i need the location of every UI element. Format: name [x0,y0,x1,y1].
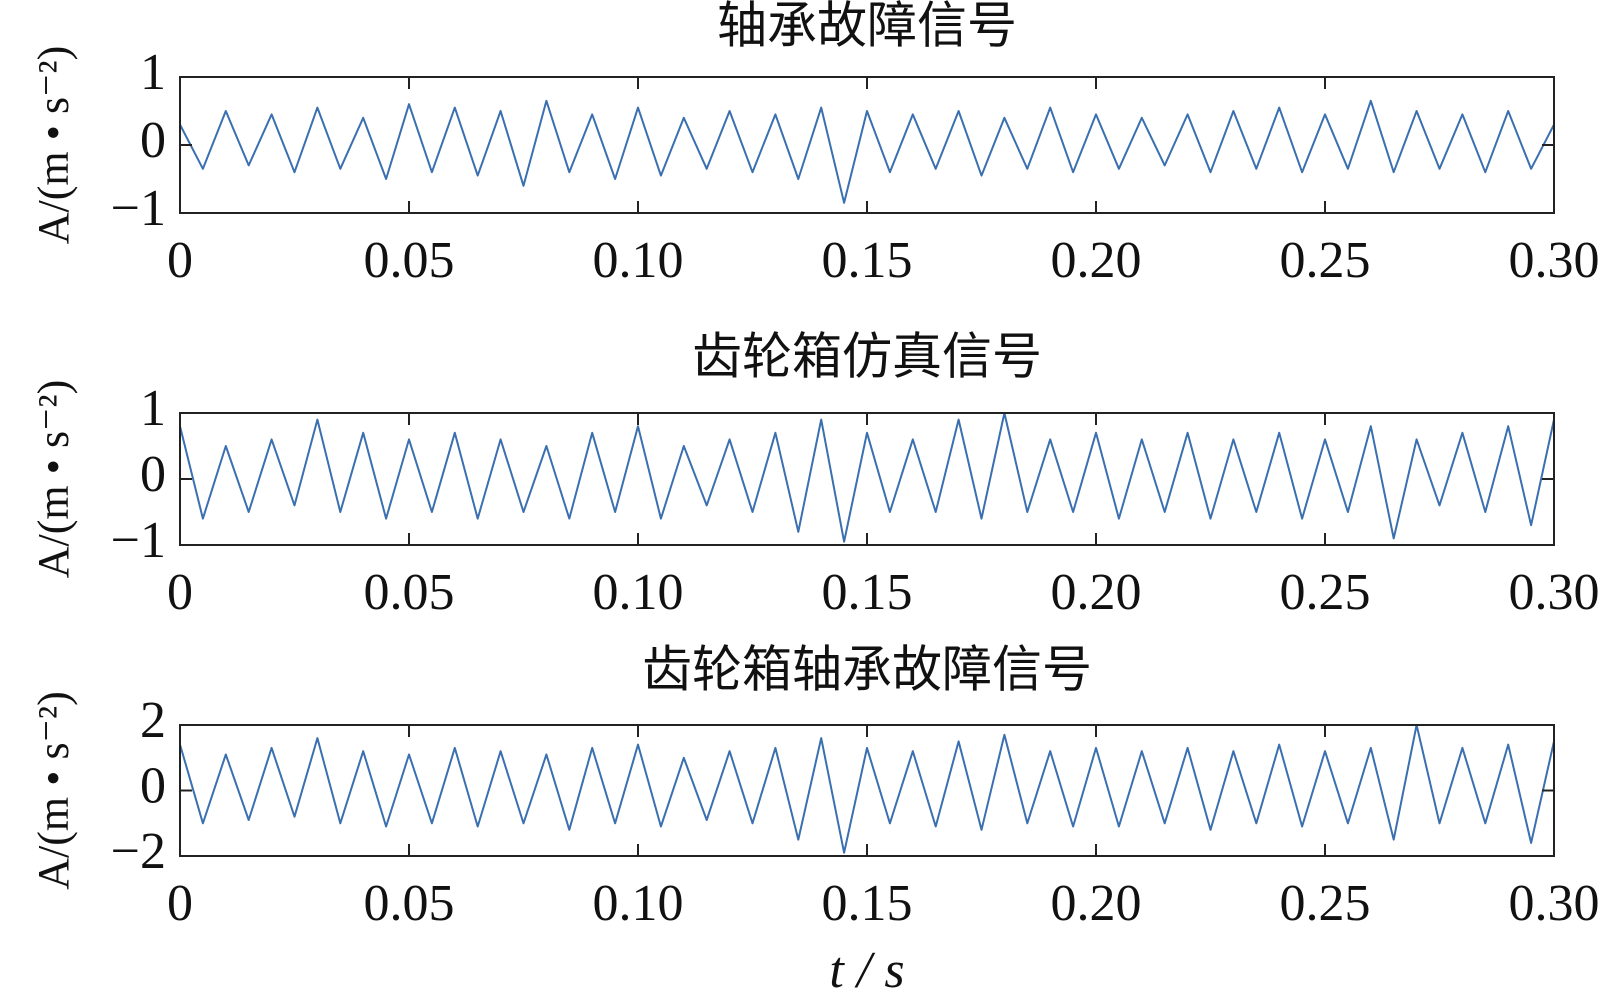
signal-line [179,412,1555,543]
x-tick-label: 0 [167,875,193,932]
x-tick-label: 0.20 [1051,875,1142,932]
x-tick-label: 0.30 [1509,875,1600,932]
x-tick-label: 0 [167,564,193,621]
x-tick-label: 0.30 [1509,232,1600,289]
plot-frame [179,724,1555,857]
y-axis-label: A/(m • s⁻²) [29,46,78,244]
x-tick-label: 0.15 [822,875,913,932]
y-tick-label: 0 [140,446,166,503]
plot-frame [179,76,1555,214]
y-axis-label: A/(m • s⁻²) [29,380,78,578]
y-tick-label: −1 [111,180,166,237]
signal-line [179,724,1555,854]
x-tick-label: 0.25 [1280,232,1371,289]
y-tick-label: −2 [111,823,166,880]
x-tick-label: 0.25 [1280,564,1371,621]
x-tick-label: 0.30 [1509,564,1600,621]
x-tick-label: 0.05 [364,875,455,932]
y-tick-label: 1 [140,380,166,437]
x-tick-label: 0.15 [822,564,913,621]
signal-line [179,99,1555,204]
y-tick-label: 1 [140,44,166,101]
x-tick-label: 0.05 [364,232,455,289]
x-tick-label: 0.15 [822,232,913,289]
chart-title: 齿轮箱仿真信号 [692,328,1042,384]
x-tick-label: 0.05 [364,564,455,621]
chart-title: 轴承故障信号 [717,0,1017,53]
y-tick-label: −1 [111,512,166,569]
y-tick-label: 0 [140,112,166,169]
y-axis-label: A/(m • s⁻²) [29,691,78,889]
x-tick-label: 0.20 [1051,232,1142,289]
y-tick-label: 0 [140,757,166,814]
x-tick-label: 0.25 [1280,875,1371,932]
x-axis-label: t / s [829,942,904,999]
x-tick-label: 0.10 [593,564,684,621]
chart-title: 齿轮箱轴承故障信号 [642,641,1092,697]
x-tick-label: 0.20 [1051,564,1142,621]
y-tick-label: 2 [140,692,166,749]
x-tick-label: 0.10 [593,232,684,289]
x-tick-label: 0.10 [593,875,684,932]
x-tick-label: 0 [167,232,193,289]
